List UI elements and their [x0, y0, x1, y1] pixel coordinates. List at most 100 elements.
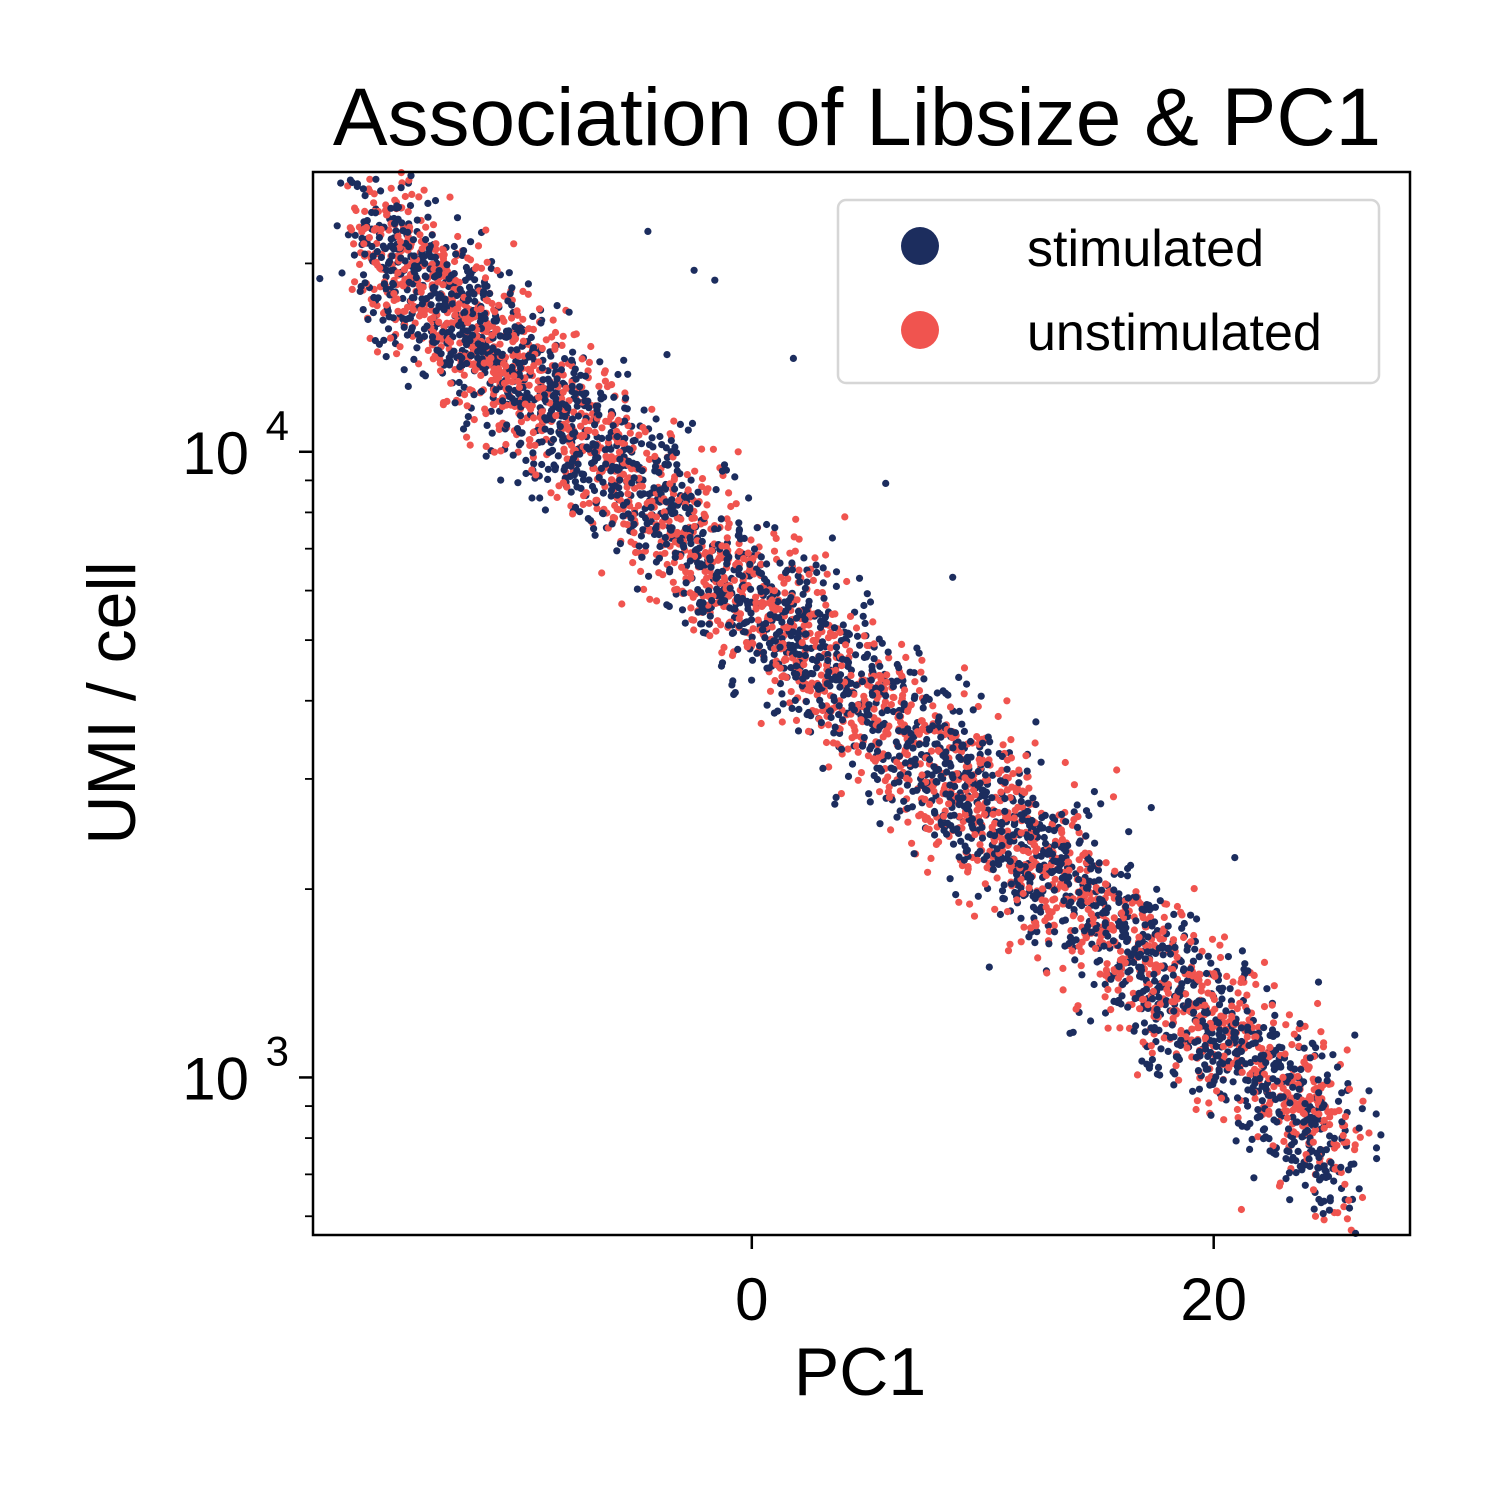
point-unstimulated [382, 301, 390, 309]
point-unstimulated [1172, 1062, 1180, 1070]
point-unstimulated [618, 600, 626, 608]
point-unstimulated [740, 555, 748, 563]
point-stimulated [731, 473, 739, 481]
point-stimulated [1254, 1106, 1262, 1114]
point-stimulated [571, 365, 579, 373]
point-stimulated [397, 184, 405, 192]
point-stimulated [827, 713, 835, 722]
point-stimulated [967, 753, 975, 761]
point-stimulated [884, 751, 892, 760]
point-unstimulated [918, 771, 926, 779]
point-stimulated [999, 894, 1007, 903]
point-stimulated [949, 573, 957, 581]
point-stimulated [961, 782, 969, 791]
point-unstimulated [451, 311, 459, 319]
point-stimulated [980, 856, 988, 864]
point-stimulated [676, 537, 684, 545]
point-stimulated [637, 491, 645, 499]
point-stimulated [1073, 823, 1082, 832]
point-stimulated [410, 355, 418, 363]
point-stimulated [792, 662, 800, 670]
point-unstimulated [976, 841, 984, 849]
point-stimulated [763, 578, 771, 586]
point-unstimulated [771, 645, 779, 653]
point-stimulated [1071, 927, 1079, 935]
point-stimulated [613, 491, 621, 499]
point-unstimulated [1282, 1021, 1290, 1029]
point-stimulated [1231, 854, 1239, 862]
point-stimulated [1153, 885, 1161, 893]
point-stimulated [803, 711, 811, 719]
point-stimulated [1293, 1092, 1301, 1100]
point-stimulated [835, 711, 843, 719]
point-stimulated [832, 568, 841, 576]
point-stimulated [1373, 1155, 1381, 1163]
point-stimulated [844, 658, 853, 667]
point-unstimulated [1205, 1099, 1213, 1107]
point-stimulated [941, 760, 949, 768]
point-stimulated [515, 360, 523, 368]
legend: stimulated unstimulated [836, 198, 1381, 385]
point-stimulated [638, 467, 646, 475]
point-stimulated [950, 811, 958, 819]
point-unstimulated [1237, 1205, 1245, 1214]
point-unstimulated [493, 266, 501, 275]
point-unstimulated [1139, 914, 1147, 922]
point-stimulated [1210, 1077, 1218, 1085]
point-unstimulated [1022, 752, 1030, 760]
point-unstimulated [394, 232, 402, 240]
point-stimulated [1318, 1103, 1326, 1111]
point-stimulated [1058, 874, 1066, 882]
point-unstimulated [970, 912, 979, 920]
point-stimulated [792, 650, 801, 658]
point-unstimulated [1254, 1133, 1262, 1141]
point-unstimulated [690, 626, 698, 634]
point-stimulated [568, 356, 576, 364]
point-unstimulated [369, 300, 377, 308]
point-stimulated [566, 472, 574, 481]
point-stimulated [607, 467, 615, 475]
point-unstimulated [614, 416, 623, 424]
point-unstimulated [382, 201, 390, 209]
point-stimulated [503, 421, 511, 429]
point-unstimulated [1104, 1024, 1112, 1032]
point-stimulated [1266, 1147, 1274, 1155]
point-unstimulated [1216, 941, 1224, 949]
point-stimulated [848, 760, 857, 768]
point-stimulated [588, 482, 597, 491]
point-unstimulated [572, 330, 580, 338]
point-unstimulated [1060, 883, 1068, 891]
point-stimulated [1244, 1102, 1252, 1110]
point-unstimulated [782, 673, 790, 682]
point-stimulated [1279, 1093, 1287, 1101]
point-unstimulated [1268, 1001, 1276, 1009]
point-unstimulated [547, 489, 555, 497]
point-stimulated [755, 642, 764, 650]
point-unstimulated [416, 231, 424, 239]
point-unstimulated [841, 513, 849, 521]
point-stimulated [730, 690, 738, 699]
point-stimulated [1151, 918, 1159, 926]
point-unstimulated [961, 810, 969, 819]
point-stimulated [815, 685, 823, 693]
point-stimulated [763, 520, 771, 529]
point-unstimulated [857, 769, 866, 777]
point-stimulated [789, 354, 798, 362]
point-stimulated [1238, 1037, 1246, 1046]
point-unstimulated [474, 242, 483, 250]
point-stimulated [1134, 940, 1143, 948]
point-stimulated [852, 651, 860, 659]
point-unstimulated [519, 337, 528, 345]
point-stimulated [645, 490, 653, 498]
point-unstimulated [1135, 933, 1143, 941]
point-unstimulated [1233, 1105, 1241, 1114]
point-unstimulated [569, 510, 577, 518]
point-stimulated [989, 866, 997, 874]
point-unstimulated [1103, 960, 1111, 968]
point-stimulated [541, 396, 549, 404]
point-unstimulated [394, 307, 402, 315]
point-stimulated [1192, 999, 1200, 1007]
point-unstimulated [1309, 1138, 1317, 1146]
point-unstimulated [1068, 947, 1076, 955]
point-unstimulated [812, 708, 820, 716]
